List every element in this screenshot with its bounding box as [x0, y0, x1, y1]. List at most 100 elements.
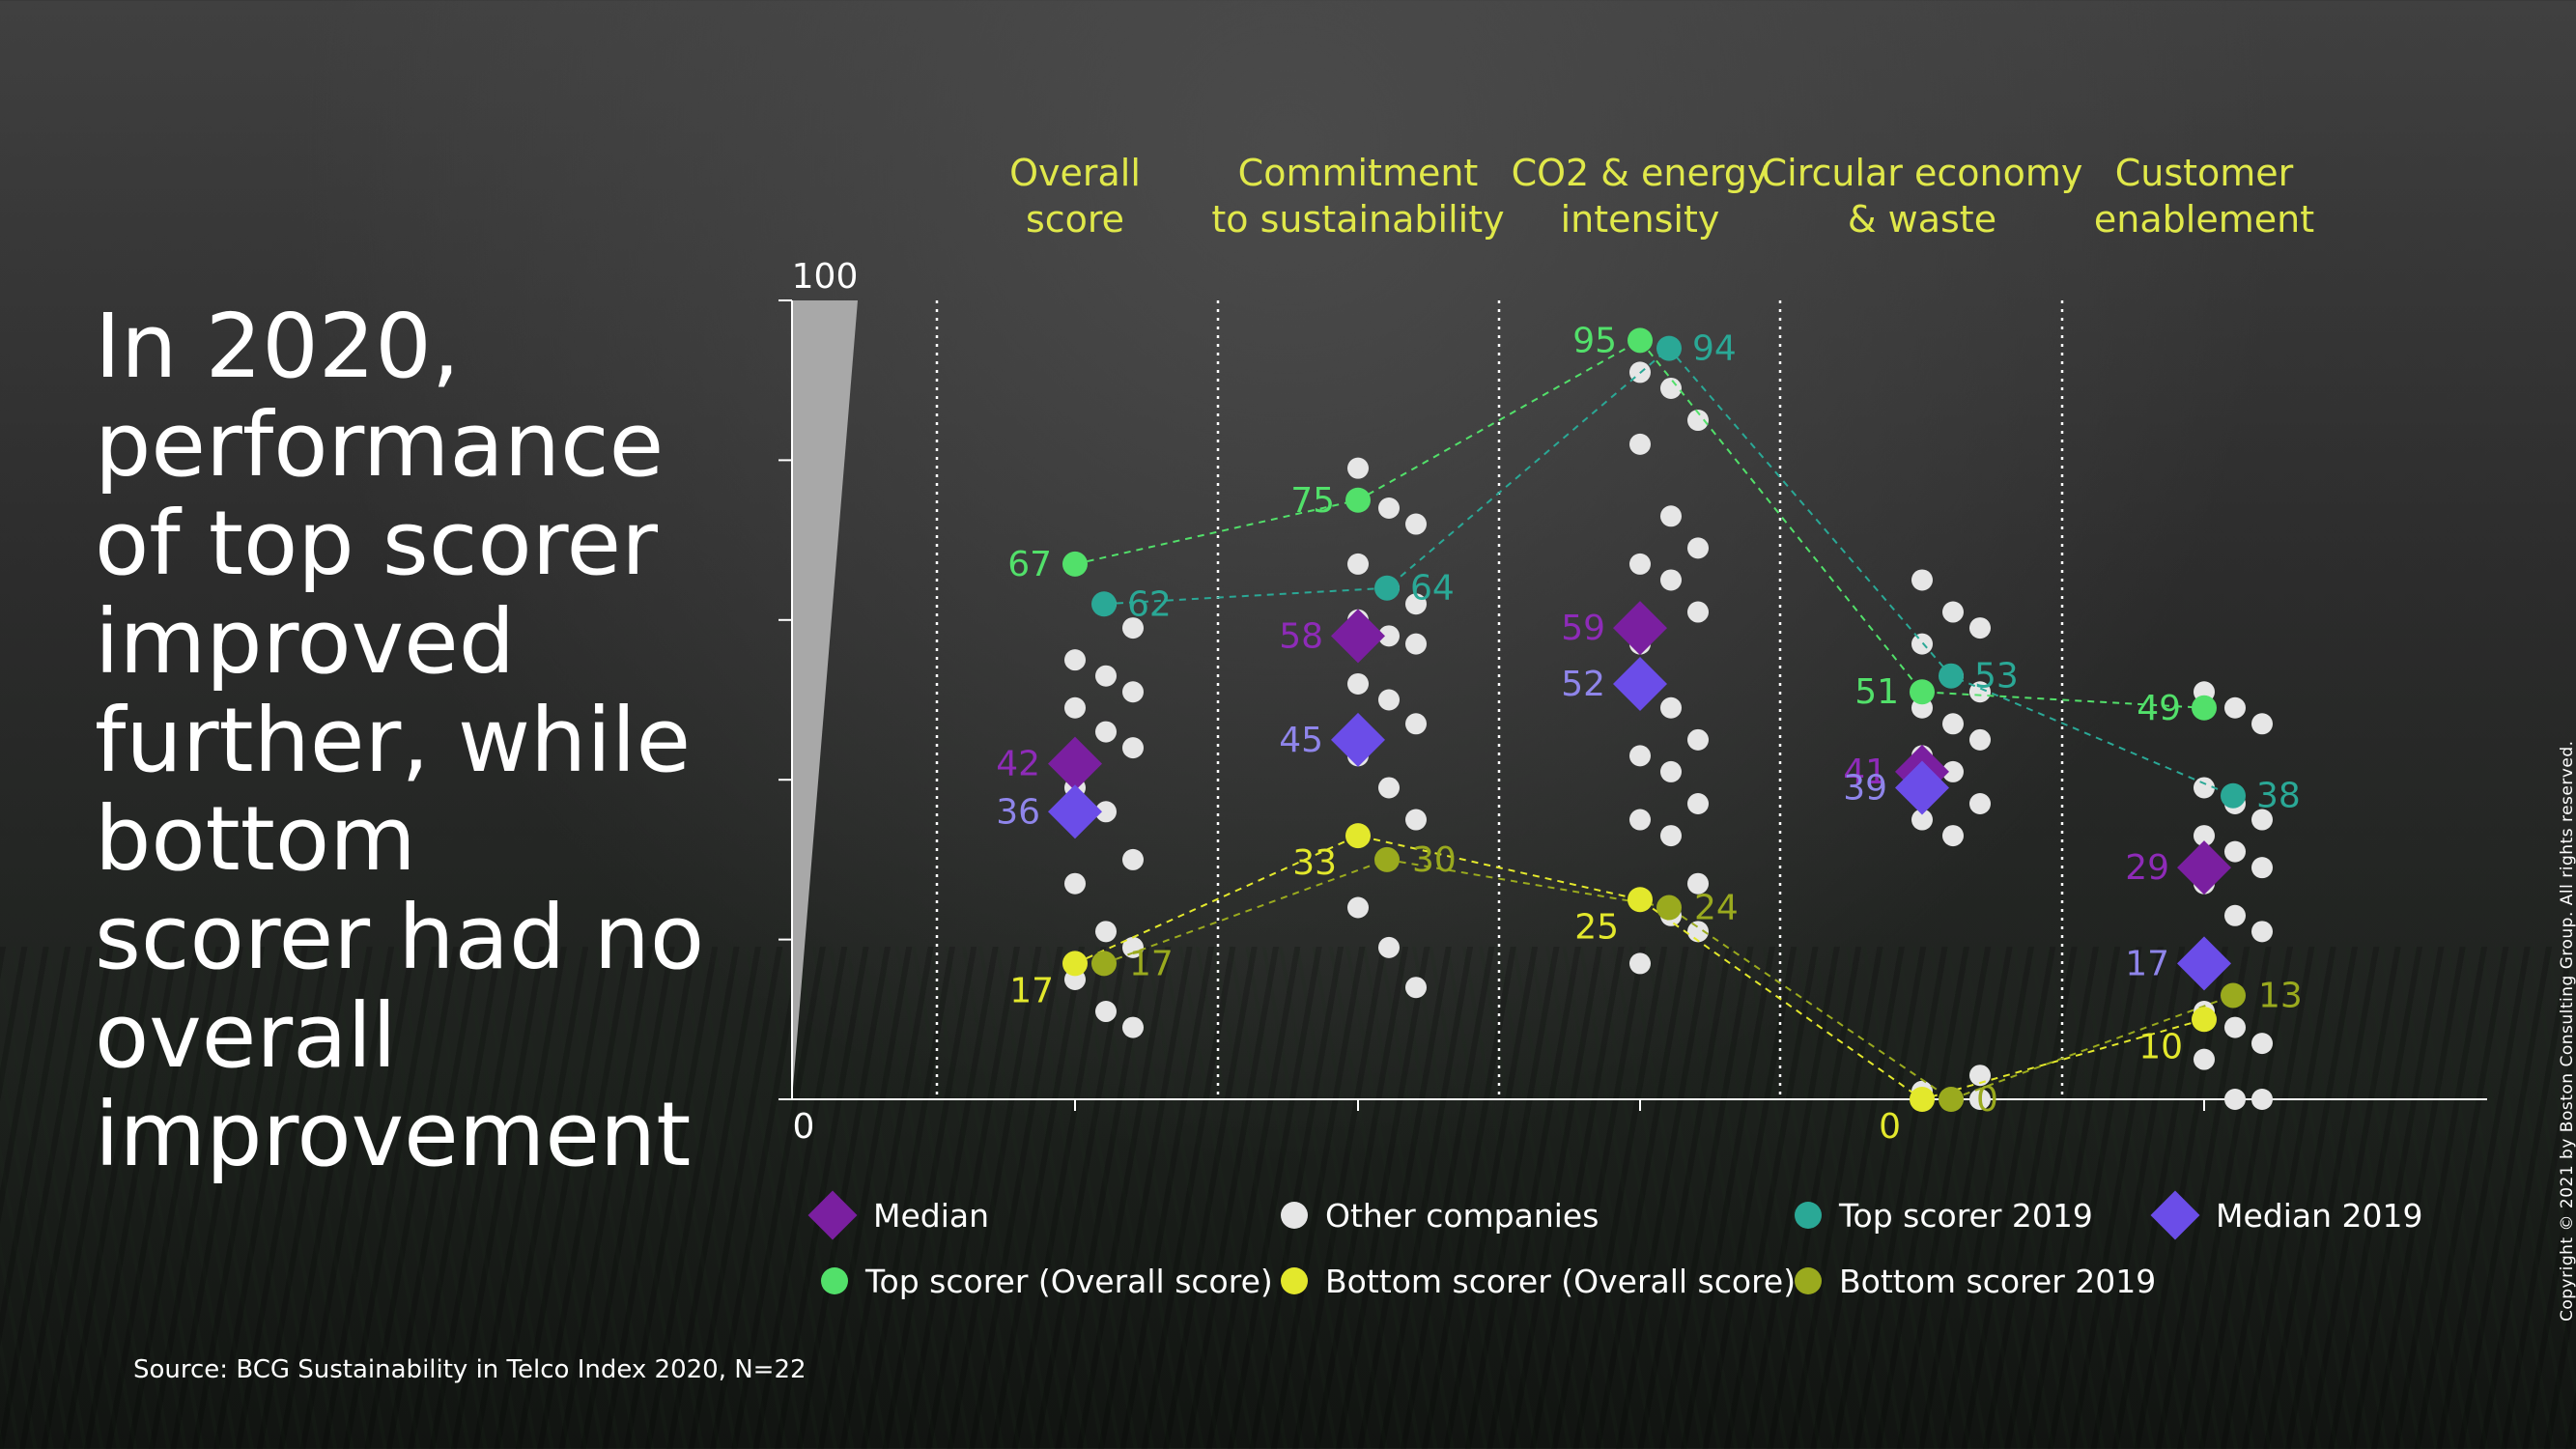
- other-company-point: [1687, 793, 1709, 815]
- bottom-scorer-2019-point: [1656, 895, 1682, 921]
- top-trend-line: [1074, 339, 2205, 709]
- other-company-point: [1095, 801, 1117, 823]
- median-marker: [1613, 601, 1667, 656]
- median-data-label: 29: [2125, 848, 2169, 888]
- other-company-point: [1629, 809, 1651, 831]
- median-marker: [2177, 840, 2231, 895]
- other-company-point: [1660, 825, 1682, 847]
- bottom-scorer-2019-point: [1374, 846, 1400, 872]
- other-company-point: [1629, 433, 1651, 455]
- median-2019-marker: [1613, 656, 1667, 711]
- other-company-point: [2251, 921, 2273, 943]
- bottom-scorer-2019-data-label: 24: [1694, 889, 1739, 928]
- other-company-point: [1405, 713, 1427, 735]
- other-company-point: [1687, 537, 1709, 559]
- other-company-point: [1064, 872, 1086, 895]
- other-company-point: [1687, 921, 1709, 943]
- median-2019-data-label: 39: [1843, 768, 1887, 808]
- column-header: Circular economy: [1762, 152, 2083, 194]
- other-company-point: [2224, 696, 2246, 719]
- other-company-point: [1660, 569, 1682, 591]
- top-scorer-data-label: 95: [1572, 321, 1617, 360]
- other-company-point: [1969, 728, 1991, 751]
- other-company-point: [1687, 872, 1709, 895]
- median-2019-marker: [1895, 760, 1949, 815]
- y-axis-label-max: 100: [792, 257, 859, 297]
- median-2019-data-label: 45: [1279, 721, 1323, 760]
- column-header: to sustainability: [1211, 198, 1504, 241]
- headline: In 2020, performance of top scorer impro…: [95, 295, 705, 1186]
- other-company-point: [1911, 633, 1933, 655]
- top-scorer-data-label: 75: [1290, 481, 1335, 521]
- median-marker: [1331, 609, 1385, 664]
- other-company-point: [2224, 840, 2246, 863]
- other-company-point: [1405, 809, 1427, 831]
- other-company-point: [1405, 593, 1427, 615]
- y-axis-wedge: [792, 300, 858, 1099]
- other-company-point: [1969, 617, 1991, 639]
- bottom-trend-line: [1074, 835, 2205, 1101]
- other-company-point: [1405, 633, 1427, 655]
- top-scorer-2019-data-label: 53: [1974, 657, 2019, 696]
- other-company-point: [1378, 777, 1400, 799]
- top-scorer-data-label: 67: [1007, 545, 1052, 584]
- other-company-point: [1122, 681, 1144, 703]
- other-company-point: [1378, 625, 1400, 647]
- bottom-scorer-point: [1062, 951, 1088, 977]
- other-company-point: [1378, 689, 1400, 711]
- other-company-point: [1969, 793, 1991, 815]
- other-company-point: [2224, 904, 2246, 926]
- top-scorer-data-label: 51: [1854, 672, 1899, 712]
- y-axis-label-min: 0: [793, 1107, 815, 1147]
- other-company-point: [1687, 601, 1709, 623]
- median-data-label: 59: [1561, 609, 1605, 648]
- column-header: Commitment: [1238, 152, 1479, 194]
- other-company-point: [2194, 1048, 2215, 1070]
- other-company-point: [1629, 745, 1651, 767]
- top-scorer-point: [1062, 551, 1088, 577]
- other-company-point: [1122, 1016, 1144, 1038]
- top-scorer-point: [2192, 695, 2217, 721]
- bottom-scorer-point: [1345, 823, 1371, 849]
- other-company-point: [1942, 713, 1964, 735]
- bottom-2019-trend-line: [1103, 858, 2234, 1101]
- median-data-label: 41: [1843, 753, 1887, 792]
- other-company-point: [2251, 1033, 2273, 1055]
- other-company-point: [2251, 809, 2273, 831]
- other-company-point: [1064, 649, 1086, 671]
- column-header: score: [1026, 198, 1124, 241]
- top-scorer-2019-data-label: 94: [1692, 329, 1737, 369]
- bottom-scorer-2019-data-label: 30: [1412, 840, 1457, 880]
- other-company-point: [1347, 896, 1369, 919]
- median-2019-data-label: 36: [996, 792, 1040, 832]
- median-2019-marker: [1048, 784, 1102, 839]
- other-company-point: [1942, 760, 1964, 782]
- copyright-note: Copyright © 2021 by Boston Consulting Gr…: [2558, 740, 2576, 1321]
- other-company-point: [1122, 936, 1144, 958]
- column-header: enablement: [2094, 198, 2314, 241]
- bottom-scorer-data-label: 10: [2138, 1027, 2183, 1066]
- other-company-point: [1911, 809, 1933, 831]
- other-company-point: [1660, 505, 1682, 527]
- other-company-point: [1660, 377, 1682, 399]
- other-company-point: [1687, 410, 1709, 432]
- other-company-point: [1122, 737, 1144, 759]
- other-company-point: [1378, 936, 1400, 958]
- top-scorer-2019-point: [1656, 335, 1682, 361]
- bottom-scorer-2019-point: [2221, 982, 2246, 1009]
- other-company-point: [2251, 857, 2273, 879]
- bottom-scorer-data-label: 25: [1574, 907, 1619, 947]
- median-2019-marker: [1331, 712, 1385, 767]
- other-company-point: [1378, 497, 1400, 520]
- other-company-point: [1347, 672, 1369, 695]
- other-company-point: [1122, 617, 1144, 639]
- column-header: Customer: [2115, 152, 2294, 194]
- other-company-point: [1095, 721, 1117, 743]
- bottom-scorer-2019-point: [1939, 1087, 1964, 1112]
- other-company-point: [1942, 825, 1964, 847]
- other-company-point: [1629, 553, 1651, 575]
- bottom-scorer-2019-data-label: 17: [1129, 944, 1174, 983]
- other-company-point: [1405, 513, 1427, 535]
- top-scorer-point: [1910, 679, 1935, 705]
- bottom-scorer-data-label: 0: [1879, 1107, 1901, 1147]
